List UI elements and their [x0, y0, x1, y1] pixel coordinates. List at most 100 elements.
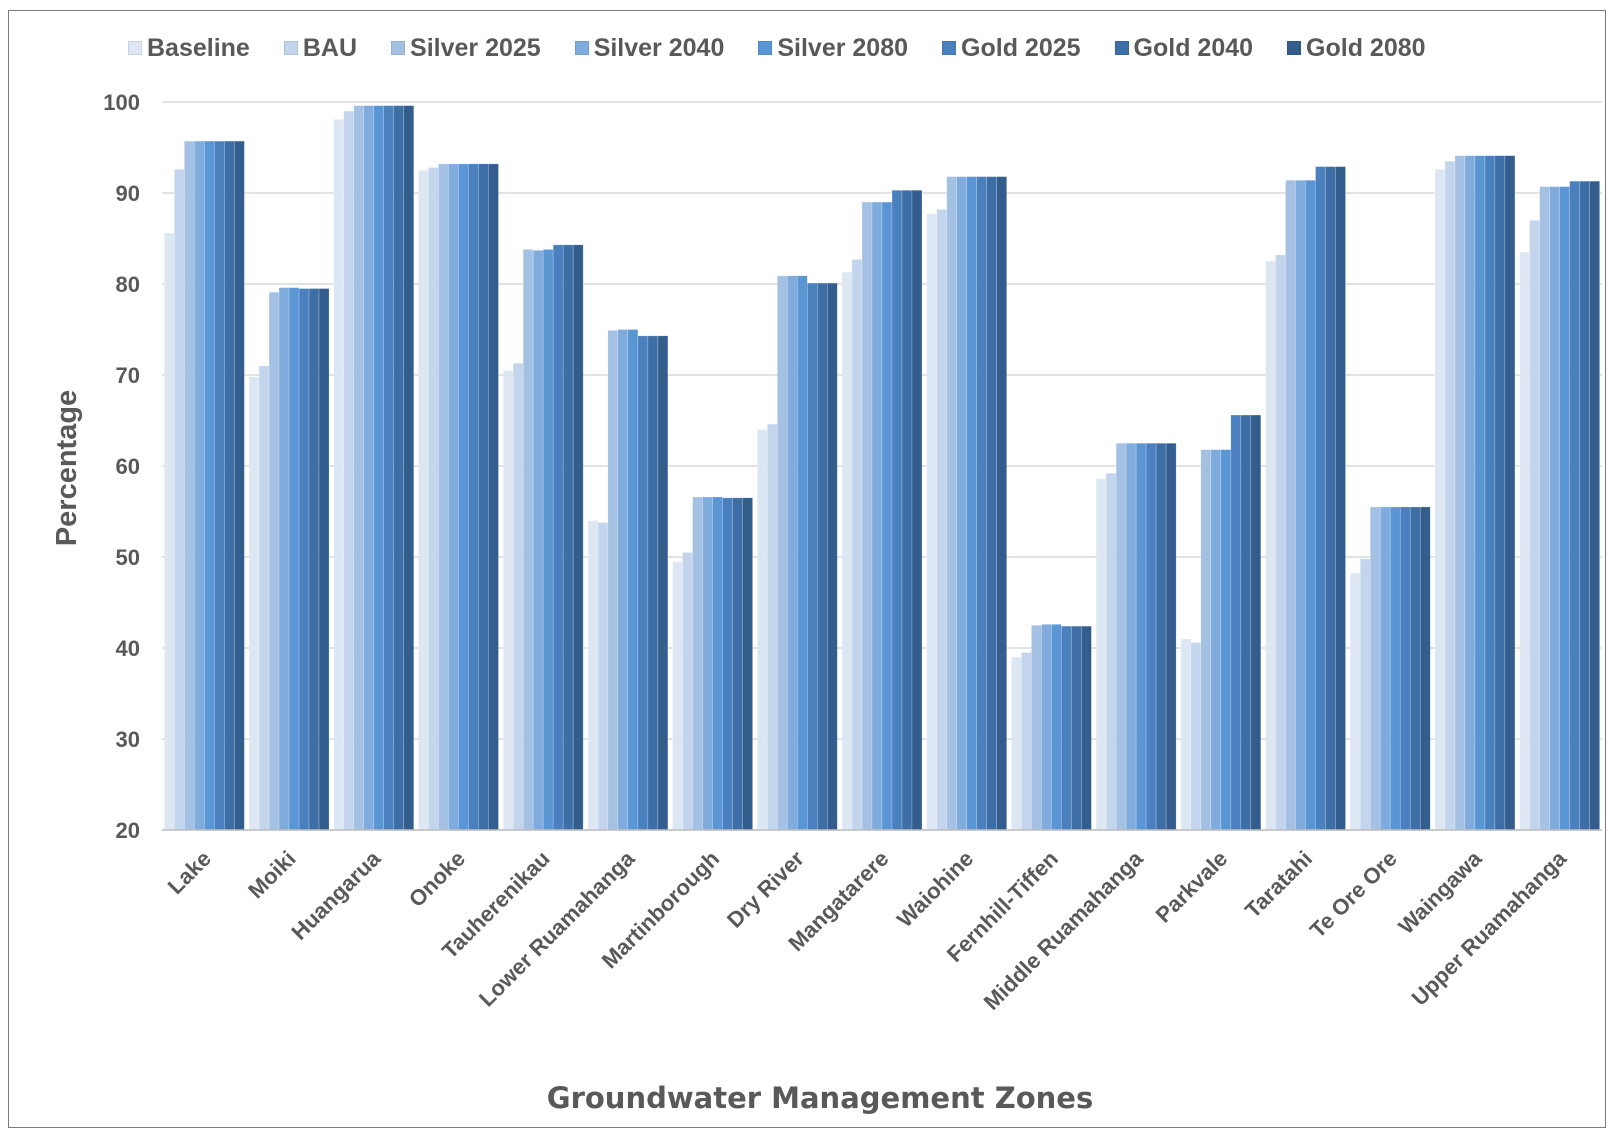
bar [542, 249, 554, 831]
y-tick-label: 40 [116, 636, 140, 661]
bar [1325, 166, 1336, 831]
bar [288, 287, 300, 831]
bar [776, 275, 788, 831]
x-tick-label: Moiki [243, 846, 300, 903]
bar [522, 249, 534, 831]
bar [637, 335, 649, 831]
bar [1061, 625, 1072, 831]
bar [682, 552, 693, 831]
bar [1399, 506, 1411, 831]
y-tick-label: 30 [116, 727, 140, 752]
bar [1210, 449, 1222, 831]
bar [742, 497, 753, 831]
bar [911, 189, 923, 831]
bar [1071, 625, 1082, 831]
bar [234, 140, 245, 831]
bar [926, 213, 938, 831]
bar [1335, 166, 1346, 831]
bar [488, 163, 499, 831]
bar [308, 288, 320, 831]
bar [1579, 180, 1590, 831]
bar [318, 288, 330, 831]
bar [278, 287, 290, 831]
legend-label: Gold 2040 [1133, 33, 1254, 62]
bar [722, 497, 733, 831]
bars [164, 105, 1600, 831]
bar [1454, 155, 1466, 831]
x-tick-label: Parkvale [1151, 846, 1233, 928]
bar [587, 520, 599, 831]
y-axis-title: Percentage [51, 390, 83, 546]
bar [1549, 186, 1560, 831]
y-tick-label: 60 [116, 454, 140, 479]
bar [1369, 506, 1381, 831]
bar [572, 244, 584, 831]
bar [986, 176, 998, 831]
bar [816, 282, 828, 831]
bar [1434, 169, 1446, 831]
bar [333, 118, 345, 831]
chart-legend: Baseline BAU Silver 2025 Silver 2040 Sil… [128, 30, 1460, 66]
bar [1559, 186, 1570, 831]
bar [1569, 180, 1580, 831]
legend-label: Gold 2025 [961, 33, 1081, 62]
bar [786, 275, 798, 831]
legend-label: Silver 2040 [593, 33, 725, 62]
bar [1155, 442, 1167, 831]
x-tick-label: Upper Ruamahanga [1407, 845, 1572, 1010]
bar [224, 140, 235, 831]
bar [712, 496, 723, 831]
bar [796, 275, 808, 831]
bar [1529, 220, 1540, 831]
bar [298, 288, 310, 831]
x-tick-label: Lower Ruamahanga [474, 845, 640, 1011]
bar [184, 140, 195, 831]
bar [194, 140, 205, 831]
bar [562, 244, 574, 831]
bar [552, 244, 564, 831]
x-axis-title: Groundwater Management Zones [547, 1081, 1093, 1115]
bar [478, 163, 489, 831]
bar [248, 376, 260, 831]
bar [1464, 155, 1476, 831]
bar [617, 329, 629, 831]
x-tick-label: Huangarua [286, 845, 385, 944]
legend-item-silver-2025: Silver 2025 [391, 34, 541, 63]
legend-item-baseline: Baseline [128, 34, 250, 63]
bar [657, 335, 669, 831]
bar [1240, 414, 1252, 831]
bar [976, 176, 988, 831]
bar [438, 163, 449, 831]
bar [164, 232, 175, 831]
bar [1305, 179, 1316, 831]
bar [448, 163, 459, 831]
bar [672, 561, 683, 831]
bar [936, 209, 948, 831]
bar [851, 259, 863, 831]
bar [1315, 166, 1326, 831]
bar [1021, 652, 1032, 831]
bar [1165, 442, 1177, 831]
legend-item-silver-2080: Silver 2080 [758, 34, 908, 63]
x-tick-label: Lake [163, 846, 216, 899]
legend-item-gold-2040: Gold 2040 [1114, 33, 1254, 63]
bar [1519, 251, 1530, 831]
bar [1180, 638, 1192, 831]
legend-swatch [128, 41, 142, 55]
bar [597, 522, 609, 831]
bar [1359, 558, 1371, 831]
bar [532, 250, 544, 831]
bar [403, 105, 415, 831]
bar [871, 201, 883, 831]
bar [268, 291, 280, 831]
bar [1115, 442, 1127, 831]
bar [1285, 179, 1296, 831]
bar [1190, 642, 1202, 831]
bar [1504, 155, 1516, 831]
legend-label: Baseline [147, 33, 250, 62]
bar [1474, 155, 1486, 831]
legend-label: Silver 2080 [777, 33, 909, 62]
bar [502, 370, 514, 831]
bar [1145, 442, 1157, 831]
